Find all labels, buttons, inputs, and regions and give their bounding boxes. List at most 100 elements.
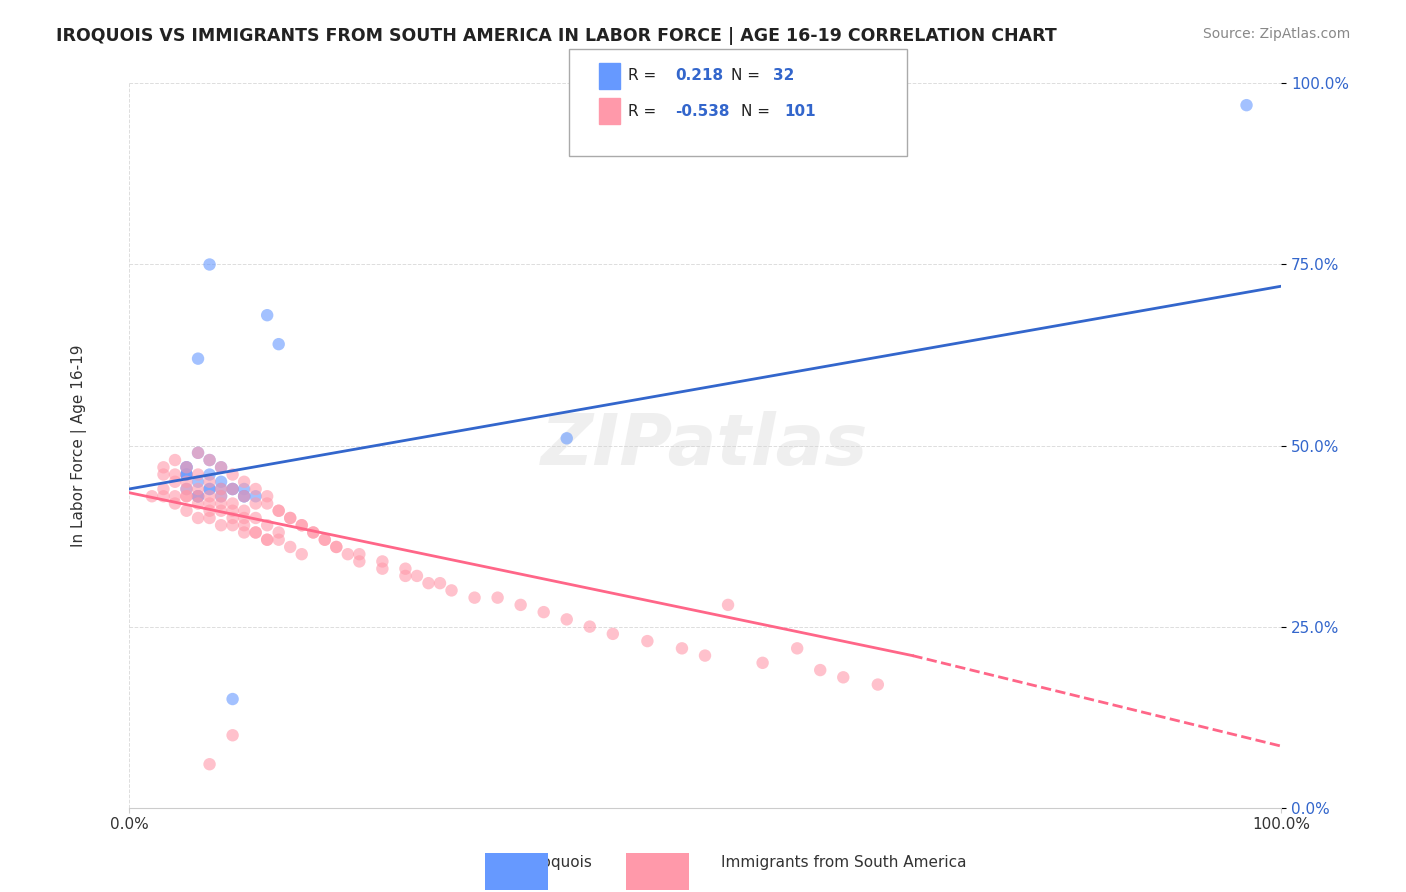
Point — [267, 504, 290, 518]
Point — [198, 258, 221, 272]
Point — [233, 482, 256, 496]
Point — [245, 525, 267, 540]
Point — [245, 525, 267, 540]
Point — [267, 525, 290, 540]
Point — [176, 489, 198, 503]
Point — [602, 627, 624, 641]
Text: IROQUOIS VS IMMIGRANTS FROM SOUTH AMERICA IN LABOR FORCE | AGE 16-19 CORRELATION: IROQUOIS VS IMMIGRANTS FROM SOUTH AMERIC… — [56, 27, 1057, 45]
Point — [751, 656, 773, 670]
Point — [256, 533, 278, 547]
Y-axis label: In Labor Force | Age 16-19: In Labor Force | Age 16-19 — [72, 344, 87, 547]
Point — [198, 482, 221, 496]
Point — [187, 446, 209, 460]
Point — [187, 467, 209, 482]
Point — [278, 540, 301, 554]
Point — [256, 489, 278, 503]
Point — [418, 576, 440, 591]
Point — [209, 489, 232, 503]
Point — [394, 569, 416, 583]
Point — [198, 475, 221, 489]
Point — [245, 496, 267, 510]
Point — [256, 308, 278, 322]
Point — [209, 482, 232, 496]
Point — [671, 641, 693, 656]
Point — [176, 467, 198, 482]
Point — [187, 482, 209, 496]
Point — [176, 482, 198, 496]
Point — [832, 670, 855, 684]
Point — [152, 482, 174, 496]
Point — [176, 482, 198, 496]
Point — [464, 591, 486, 605]
Point — [198, 453, 221, 467]
Text: Source: ZipAtlas.com: Source: ZipAtlas.com — [1202, 27, 1350, 41]
Point — [221, 482, 243, 496]
Point — [198, 504, 221, 518]
Point — [221, 692, 243, 706]
Point — [176, 504, 198, 518]
Point — [198, 467, 221, 482]
Point — [209, 518, 232, 533]
Point — [808, 663, 831, 677]
Point — [302, 525, 325, 540]
Point — [198, 453, 221, 467]
Point — [256, 496, 278, 510]
Text: R =: R = — [628, 69, 657, 83]
Point — [152, 489, 174, 503]
Point — [233, 518, 256, 533]
Point — [267, 504, 290, 518]
Point — [717, 598, 740, 612]
Point — [221, 467, 243, 482]
Point — [256, 518, 278, 533]
Point — [336, 547, 359, 561]
Point — [371, 562, 394, 576]
Point — [440, 583, 463, 598]
Point — [187, 351, 209, 366]
Point — [325, 540, 347, 554]
Point — [371, 554, 394, 568]
Point — [163, 475, 186, 489]
Point — [176, 467, 198, 482]
Point — [233, 489, 256, 503]
Point — [176, 460, 198, 475]
Point — [291, 518, 314, 533]
Point — [163, 453, 186, 467]
Point — [198, 496, 221, 510]
Point — [198, 757, 221, 772]
Point — [187, 489, 209, 503]
Point — [291, 518, 314, 533]
Point — [314, 533, 336, 547]
Point — [221, 482, 243, 496]
Text: N =: N = — [741, 104, 770, 119]
Point — [187, 496, 209, 510]
Text: 0.218: 0.218 — [675, 69, 723, 83]
Text: R =: R = — [628, 104, 657, 119]
Text: N =: N = — [731, 69, 761, 83]
Point — [187, 489, 209, 503]
Point — [509, 598, 531, 612]
Point — [187, 475, 209, 489]
Point — [325, 540, 347, 554]
Point — [314, 533, 336, 547]
Point — [176, 460, 198, 475]
Point — [1236, 98, 1258, 112]
Point — [349, 554, 371, 568]
Point — [152, 467, 174, 482]
Point — [394, 562, 416, 576]
Point — [245, 511, 267, 525]
Point — [555, 431, 578, 445]
Text: 101: 101 — [785, 104, 815, 119]
Point — [163, 489, 186, 503]
Point — [221, 482, 243, 496]
Point — [221, 504, 243, 518]
Point — [291, 547, 314, 561]
Point — [302, 525, 325, 540]
Point — [221, 728, 243, 742]
Point — [187, 489, 209, 503]
Point — [533, 605, 555, 619]
Point — [406, 569, 429, 583]
Point — [866, 677, 889, 691]
Point — [267, 533, 290, 547]
Point — [256, 533, 278, 547]
Point — [163, 496, 186, 510]
